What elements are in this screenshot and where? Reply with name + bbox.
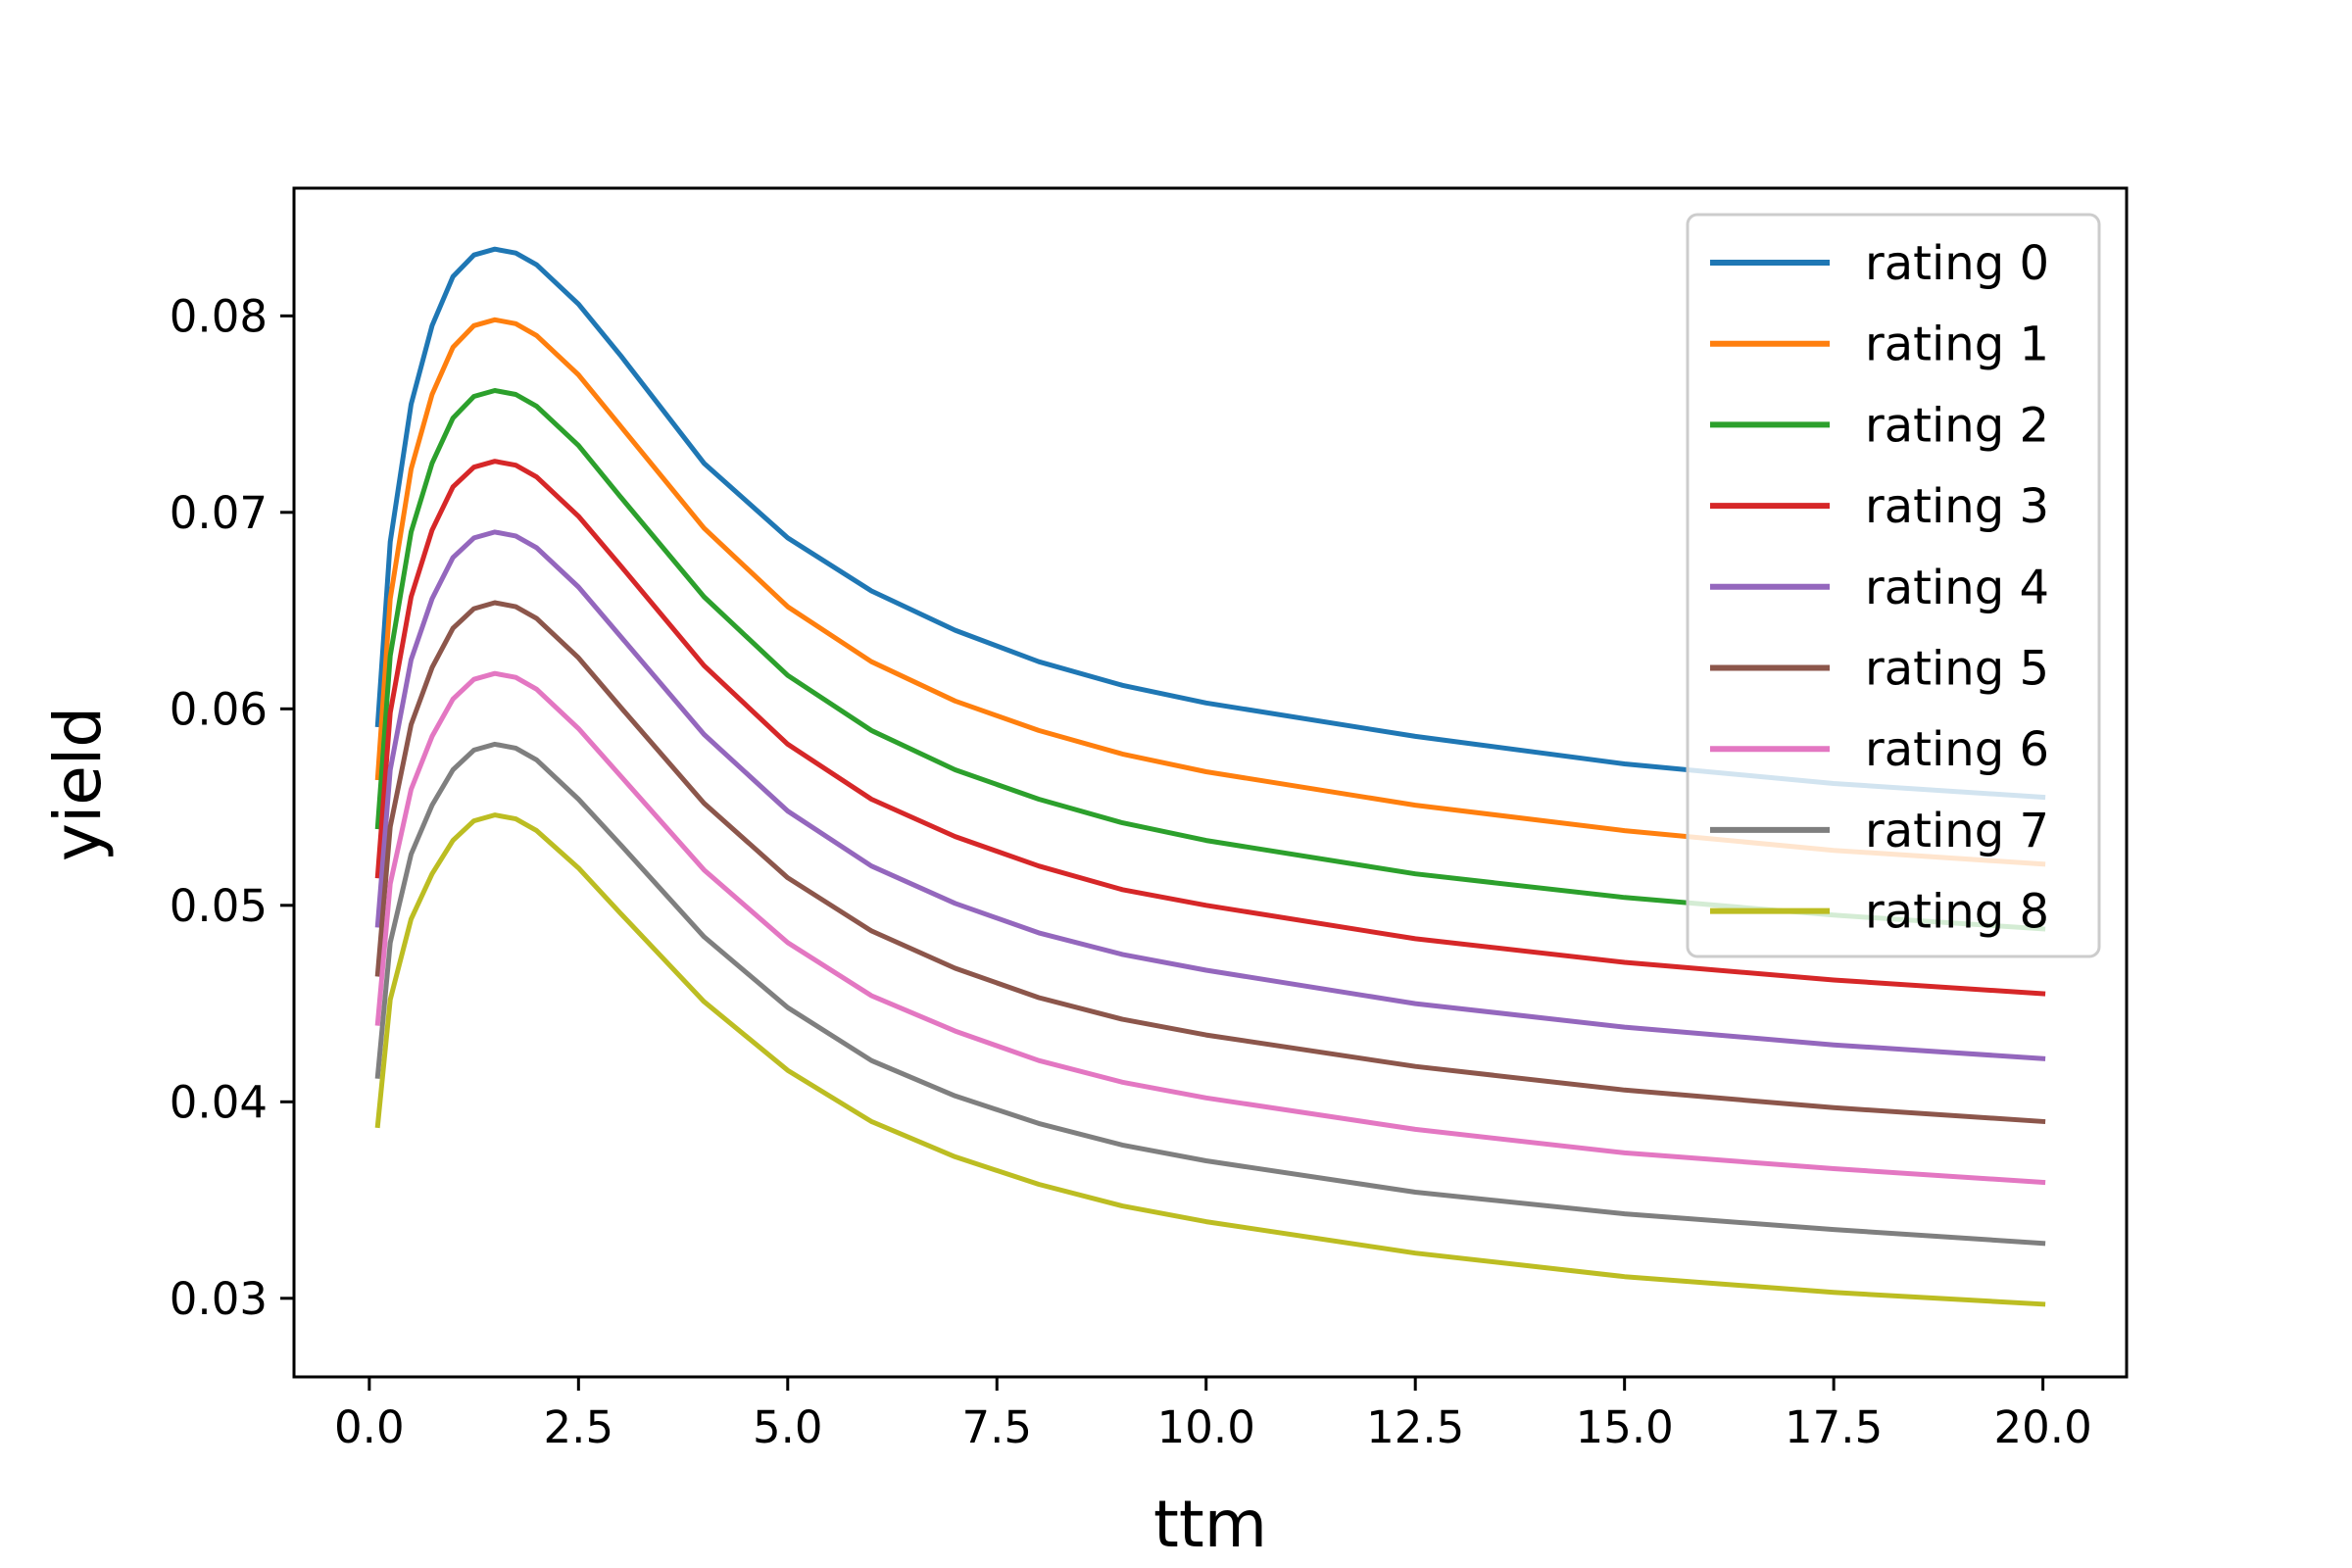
y-axis-label: yield xyxy=(40,707,116,861)
legend-label-5: rating 5 xyxy=(1865,642,2049,697)
legend-label-7: rating 7 xyxy=(1865,804,2049,858)
legend-label-3: rating 3 xyxy=(1865,479,2049,534)
series-line-1 xyxy=(374,317,2046,867)
x-tick-label: 20.0 xyxy=(1994,1401,2092,1453)
series-line-3 xyxy=(374,459,2046,997)
x-tick-label: 0.0 xyxy=(334,1401,405,1453)
series-line-7 xyxy=(374,741,2046,1247)
x-tick-label: 2.5 xyxy=(544,1401,614,1453)
series-line-5 xyxy=(374,600,2046,1125)
series-line-2 xyxy=(374,388,2046,932)
legend-label-4: rating 4 xyxy=(1865,561,2049,615)
plot-frame xyxy=(292,186,2129,1379)
x-axis-label: ttm xyxy=(1153,1487,1267,1562)
x-axis-ticks: 0.0 2.5 5.0 7.5 10.0 12.5 15.0 17.5 20.0 xyxy=(334,1377,2092,1453)
x-tick-label: 15.0 xyxy=(1576,1401,1674,1453)
legend-label-6: rating 6 xyxy=(1865,722,2049,777)
series-line-8 xyxy=(374,812,2046,1307)
y-tick-label: 0.07 xyxy=(170,487,268,539)
y-axis-ticks: 0.03 0.04 0.05 0.06 0.07 0.08 xyxy=(170,290,294,1325)
x-tick-label: 10.0 xyxy=(1157,1401,1255,1453)
y-tick-label: 0.04 xyxy=(170,1076,268,1128)
legend-label-1: rating 1 xyxy=(1865,318,2049,372)
legend-items: rating 0 rating 1 rating 2 rating 3 rating 4… xyxy=(1710,236,2049,940)
x-tick-label: 12.5 xyxy=(1366,1401,1464,1453)
x-tick-label: 5.0 xyxy=(753,1401,823,1453)
y-tick-label: 0.03 xyxy=(170,1273,268,1325)
legend: rating 0 rating 1 rating 2 rating 3 rating 4… xyxy=(1686,213,2101,958)
y-tick-label: 0.05 xyxy=(170,880,268,932)
x-tick-label: 7.5 xyxy=(961,1401,1032,1453)
x-tick-label: 17.5 xyxy=(1785,1401,1883,1453)
y-tick-label: 0.06 xyxy=(170,683,268,735)
series-line-4 xyxy=(374,529,2046,1061)
series-layer xyxy=(374,246,2046,1307)
legend-label-0: rating 0 xyxy=(1865,236,2049,291)
legend-label-2: rating 2 xyxy=(1865,398,2049,453)
legend-box xyxy=(1686,213,2101,958)
series-line-6 xyxy=(374,670,2046,1186)
legend-label-8: rating 8 xyxy=(1865,885,2049,940)
y-tick-label: 0.08 xyxy=(170,290,268,342)
series-line-0 xyxy=(374,246,2046,801)
